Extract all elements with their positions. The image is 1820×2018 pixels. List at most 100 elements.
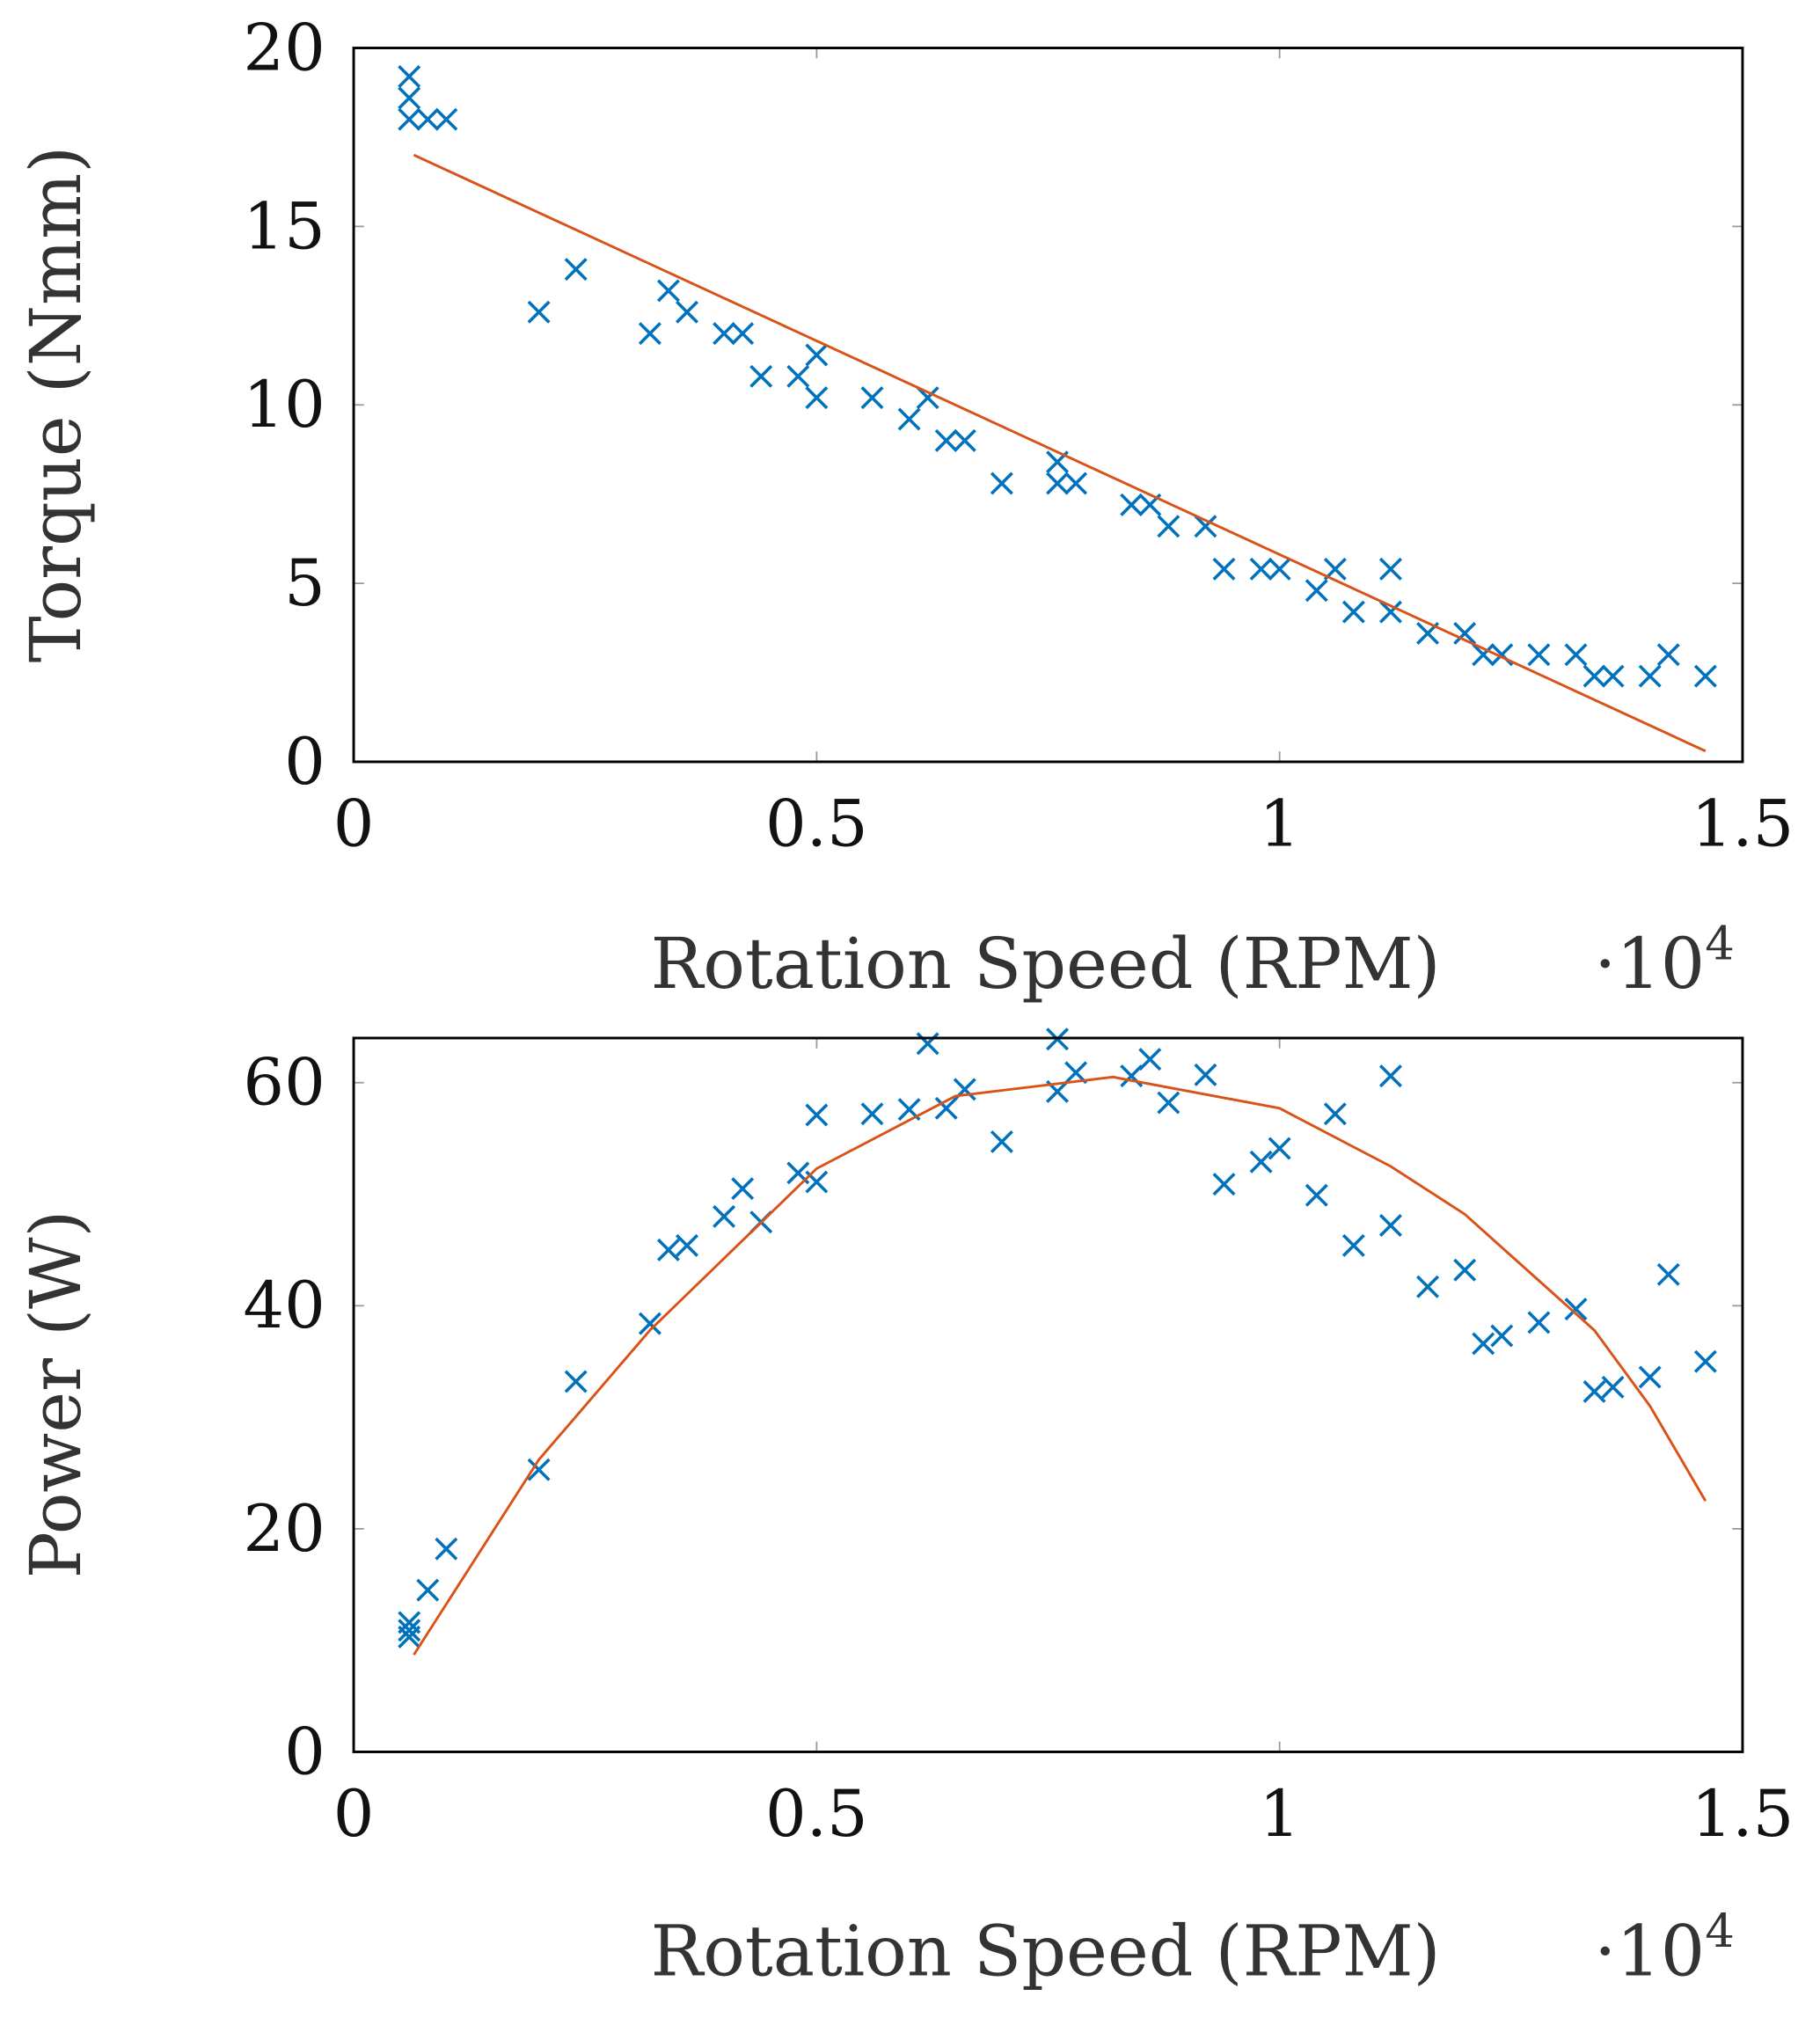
power-chart: Power (W) Rotation Speed (RPM) ·104 0 0.5… <box>15 1027 1794 1992</box>
data-point <box>731 1177 755 1201</box>
data-point <box>1212 557 1236 581</box>
data-point <box>1249 557 1273 581</box>
data-point <box>1378 1064 1402 1088</box>
data-point <box>897 407 921 431</box>
data-point <box>638 1312 661 1335</box>
y-tick-label: 40 <box>243 1269 325 1343</box>
data-point <box>435 107 458 131</box>
data-point <box>1693 1349 1717 1373</box>
y-tick-label: 5 <box>284 546 325 621</box>
data-point <box>1378 557 1402 581</box>
data-point <box>1323 1102 1347 1126</box>
data-point <box>398 107 421 131</box>
data-point <box>805 1103 829 1127</box>
y-tick-label: 15 <box>243 189 325 264</box>
data-point <box>934 1096 958 1120</box>
y-tick-label: 0 <box>284 725 325 800</box>
x-tick-label: 0.5 <box>765 1777 868 1852</box>
data-point <box>1582 664 1606 688</box>
data-point <box>860 1102 884 1126</box>
data-point <box>676 300 698 324</box>
data-point <box>1378 600 1402 624</box>
y-tick-label: 20 <box>243 1492 325 1567</box>
data-point <box>1194 1063 1217 1086</box>
data-point <box>1453 1258 1477 1282</box>
data-point <box>1212 1173 1236 1196</box>
data-point <box>416 107 440 131</box>
data-point <box>527 300 551 324</box>
data-point <box>564 258 588 281</box>
data-point <box>398 1619 421 1642</box>
data-point <box>1472 643 1495 667</box>
data-point <box>564 1370 588 1393</box>
data-point <box>953 428 976 452</box>
x-tick-label: 1 <box>1259 786 1300 861</box>
x-tick-label: 1.5 <box>1692 786 1794 861</box>
data-point <box>398 65 421 88</box>
data-point <box>1601 664 1625 688</box>
data-point <box>805 343 829 367</box>
data-point <box>1453 621 1477 645</box>
data-point <box>1527 1311 1551 1334</box>
data-point <box>1564 643 1588 667</box>
data-point <box>638 322 661 346</box>
data-point <box>1157 515 1180 538</box>
data-point <box>1656 643 1680 667</box>
data-point <box>1693 664 1717 688</box>
data-point <box>527 1458 551 1481</box>
data-point <box>1472 1332 1495 1356</box>
data-point <box>860 386 884 410</box>
data-point <box>1490 1324 1514 1348</box>
plot-area-frame <box>352 47 1744 764</box>
data-point <box>916 1032 939 1056</box>
x-tick-label: 0 <box>333 1777 375 1852</box>
fit-line <box>413 1075 1707 1656</box>
x-axis-label: Rotation Speed (RPM) <box>651 923 1441 1005</box>
data-point <box>398 86 421 110</box>
data-point <box>1194 515 1217 538</box>
data-point <box>1527 643 1551 667</box>
data-point <box>786 364 810 388</box>
data-point <box>398 1625 421 1649</box>
data-point <box>713 1204 736 1228</box>
x-multiplier: ·104 <box>1594 918 1735 1005</box>
data-point <box>1341 600 1365 624</box>
data-point <box>1601 1375 1625 1399</box>
data-point <box>1268 1137 1291 1160</box>
data-point <box>656 1238 680 1261</box>
data-point <box>656 279 680 303</box>
data-point <box>1582 1379 1606 1403</box>
data-point <box>990 472 1013 495</box>
x-tick-label: 1 <box>1259 1777 1300 1852</box>
data-point <box>1064 472 1088 495</box>
plot-area-frame <box>352 1036 1744 1753</box>
data-point <box>749 364 773 388</box>
data-point <box>731 322 755 346</box>
data-point <box>416 1578 440 1602</box>
y-axis-label: Torque (Nmm) <box>15 146 97 662</box>
x-axis-label: Rotation Speed (RPM) <box>651 1910 1441 1992</box>
y-axis-label: Power (W) <box>15 1210 97 1579</box>
data-point <box>1305 1183 1328 1207</box>
x-multiplier: ·104 <box>1594 1905 1735 1992</box>
data-point <box>676 1233 698 1257</box>
data-point <box>1638 664 1662 688</box>
data-point <box>1120 1064 1144 1088</box>
data-point <box>805 386 829 410</box>
data-point <box>1138 1048 1162 1071</box>
data-point <box>934 428 958 452</box>
data-point <box>1341 1233 1365 1257</box>
x-tick-label: 0.5 <box>765 786 868 861</box>
data-point <box>1046 472 1070 495</box>
torque-chart: Torque (Nmm) Rotation Speed (RPM) ·104 0… <box>15 11 1794 1004</box>
data-point <box>1416 1275 1440 1298</box>
data-point <box>1157 1091 1180 1115</box>
fit-line <box>413 153 1707 753</box>
y-tick-label: 60 <box>243 1046 325 1121</box>
data-point <box>916 386 939 410</box>
x-tick-label: 0 <box>333 786 375 861</box>
data-point <box>1638 1365 1662 1389</box>
y-tick-label: 0 <box>284 1715 325 1789</box>
data-point <box>435 1537 458 1561</box>
data-point <box>1564 1298 1588 1321</box>
